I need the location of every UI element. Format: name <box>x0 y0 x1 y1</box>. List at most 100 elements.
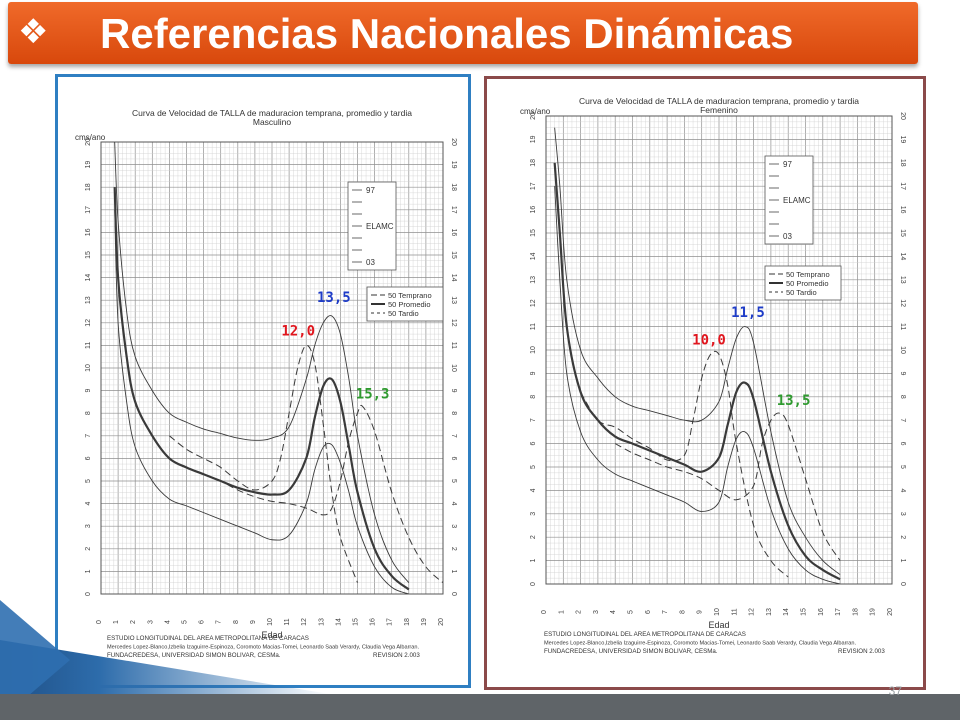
x-tick-label: 9 <box>697 610 704 614</box>
y-tick-label-left: 9 <box>85 389 92 393</box>
y-tick-label-right: 6 <box>450 456 457 460</box>
legend-label: ELAMC <box>366 222 394 231</box>
footer-bar <box>0 694 960 720</box>
x-tick-label: 9 <box>250 620 257 624</box>
y-tick-label-right: 20 <box>450 138 457 146</box>
series-line-03 <box>114 209 409 594</box>
y-tick-label-left: 18 <box>530 159 537 167</box>
y-tick-label-left: 3 <box>85 524 92 528</box>
y-tick-label-right: 13 <box>899 276 906 284</box>
y-axis-label: cms/ano <box>75 133 106 142</box>
y-tick-label-left: 15 <box>530 229 537 237</box>
y-tick-label-left: 0 <box>530 582 537 586</box>
y-tick-label-left: 1 <box>530 559 537 563</box>
y-tick-label-right: 10 <box>450 364 457 372</box>
y-tick-label-right: 2 <box>899 535 906 539</box>
x-tick-label: 19 <box>421 618 428 626</box>
x-tick-label: 1 <box>113 620 120 624</box>
y-tick-label-left: 19 <box>530 135 537 143</box>
y-tick-label-left: 12 <box>85 319 92 327</box>
y-tick-label-right: 7 <box>450 434 457 438</box>
y-tick-label-right: 20 <box>899 112 906 120</box>
peak-label-blue: 13,5 <box>317 290 351 306</box>
x-tick-label: 0 <box>96 620 103 624</box>
x-tick-label: 12 <box>749 608 756 616</box>
x-tick-label: 18 <box>404 618 411 626</box>
y-tick-label-left: 16 <box>530 206 537 214</box>
footer-line: Mercedes Lopez-Blanco,Izbelia Izaguirre-… <box>544 641 857 647</box>
x-tick-label: 14 <box>783 608 790 616</box>
x-tick-label: 16 <box>370 618 377 626</box>
slide-number: 37 <box>888 684 902 698</box>
x-tick-label: 1 <box>558 610 565 614</box>
y-tick-label-right: 12 <box>899 299 906 307</box>
x-tick-label: 3 <box>593 610 600 614</box>
x-tick-label: 16 <box>818 608 825 616</box>
y-tick-label-left: 8 <box>85 411 92 415</box>
x-tick-label: 13 <box>766 608 773 616</box>
footer-line: FUNDACREDESA, UNIVERSIDAD SIMON BOLIVAR,… <box>544 648 718 655</box>
y-tick-label-right: 16 <box>450 229 457 237</box>
series-group <box>553 127 841 584</box>
y-tick-label-right: 2 <box>450 547 457 551</box>
y-tick-label-right: 5 <box>450 479 457 483</box>
y-tick-label-left: 13 <box>85 296 92 304</box>
x-tick-label: 17 <box>387 618 394 626</box>
legend-label: ELAMC <box>783 196 811 205</box>
legend-label: 03 <box>783 232 792 241</box>
peak-label-green: 15,3 <box>356 386 390 402</box>
y-tick-label-right: 17 <box>899 182 906 190</box>
x-tick-label: 2 <box>130 620 137 624</box>
diamond-cluster-icon: ❖ <box>18 12 49 52</box>
series-line-03 <box>554 186 841 584</box>
footer-line: ESTUDIO LONGITUDINAL DEL AREA METROPOLIT… <box>544 631 746 638</box>
x-tick-label: 4 <box>164 620 171 624</box>
y-tick-label-right: 16 <box>899 206 906 214</box>
series-group <box>113 142 443 594</box>
x-tick-label: 8 <box>233 620 240 624</box>
y-tick-label-left: 10 <box>85 364 92 372</box>
y-tick-label-left: 2 <box>530 535 537 539</box>
revision-label: REVISION 2.003 <box>373 652 420 659</box>
y-tick-label-left: 6 <box>85 456 92 460</box>
footer-line: FUNDACREDESA, UNIVERSIDAD SIMON BOLIVAR,… <box>107 652 281 659</box>
peak-label-blue: 11,5 <box>731 305 765 321</box>
chart-title: Curva de Velocidad de TALLA de maduracio… <box>132 108 412 118</box>
x-tick-label: 6 <box>199 620 206 624</box>
x-tick-label: 7 <box>216 620 223 624</box>
x-tick-label: 13 <box>318 618 325 626</box>
y-tick-label-right: 15 <box>450 251 457 259</box>
x-tick-label: 12 <box>301 618 308 626</box>
y-tick-label-right: 3 <box>899 512 906 516</box>
x-tick-label: 17 <box>835 608 842 616</box>
legend-label: 50 Temprano <box>786 270 830 279</box>
x-axis-label: Edad <box>708 620 729 630</box>
y-tick-label-right: 8 <box>450 411 457 415</box>
plot-border <box>100 141 444 595</box>
x-tick-label: 2 <box>576 610 583 614</box>
y-tick-label-left: 3 <box>530 512 537 516</box>
chart-panel-femenino: 0 0 1 1 2 2 3 3 4 4 5 5 6 6 7 7 8 8 9 9 10 10 11 11 12 12 13 13 14 14… <box>484 76 926 690</box>
panel-frame <box>484 76 926 690</box>
x-tick-label: 11 <box>284 618 291 625</box>
series-line-50-promedio <box>113 187 410 591</box>
x-tick-label: 20 <box>887 608 894 616</box>
legend-percentiles: 97 ELAMC 03 <box>764 155 814 245</box>
y-tick-label-left: 20 <box>530 112 537 120</box>
y-tick-label-right: 18 <box>450 183 457 191</box>
x-axis-label: Edad <box>261 630 282 640</box>
y-tick-label-left: 13 <box>530 276 537 284</box>
y-tick-label-right: 5 <box>899 465 906 469</box>
y-tick-label-left: 11 <box>85 342 92 349</box>
y-tick-label-right: 1 <box>450 569 457 573</box>
y-tick-label-left: 17 <box>85 206 92 214</box>
y-tick-label-left: 19 <box>85 161 92 169</box>
y-tick-label-right: 14 <box>450 274 457 282</box>
x-tick-label: 6 <box>645 610 652 614</box>
y-tick-label-right: 1 <box>899 559 906 563</box>
x-tick-label: 5 <box>628 610 635 614</box>
y-tick-label-left: 1 <box>85 569 92 573</box>
